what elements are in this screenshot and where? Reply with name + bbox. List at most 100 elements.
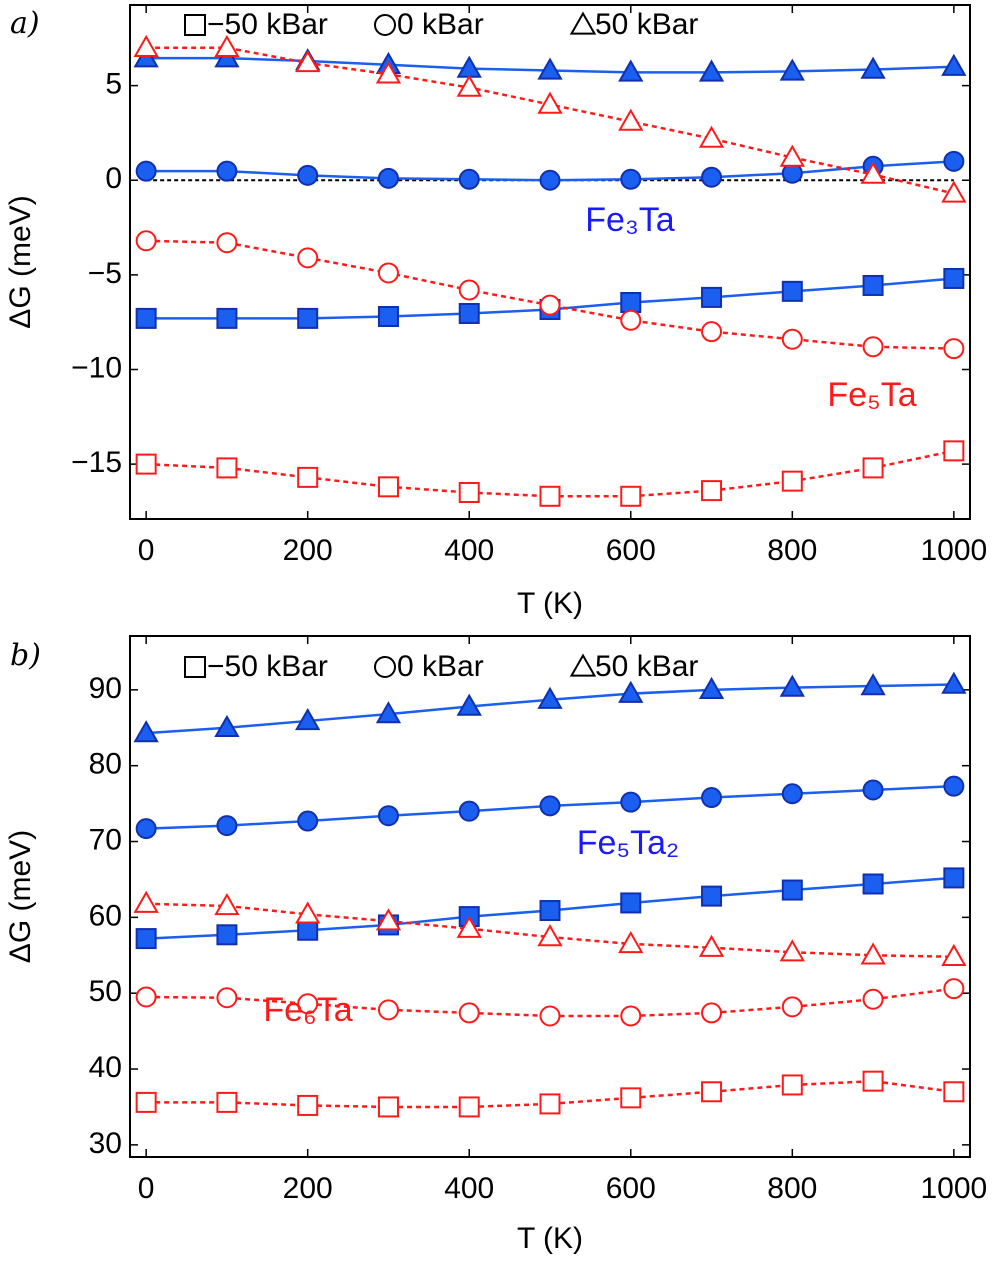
- data-point: [458, 168, 480, 190]
- data-point: [698, 934, 725, 957]
- data-point: [295, 901, 321, 924]
- data-point: [377, 167, 399, 189]
- data-point: [941, 671, 967, 694]
- legend-marker: [184, 14, 206, 36]
- data-point: [698, 676, 725, 700]
- data-point: [943, 338, 965, 360]
- legend-marker: [374, 656, 396, 678]
- legend-marker: [374, 14, 396, 36]
- data-point: [781, 783, 803, 805]
- data-point: [539, 1093, 561, 1115]
- data-point: [458, 279, 480, 301]
- data-point: [618, 108, 644, 131]
- data-point: [216, 232, 238, 254]
- legend-label: 0 kBar: [397, 650, 484, 683]
- data-point: [377, 1096, 399, 1118]
- data-point: [135, 230, 157, 252]
- data-point: [133, 720, 159, 743]
- legend-marker: [569, 11, 597, 35]
- y-axis-label: ΔG (meV): [4, 195, 37, 328]
- data-point: [620, 791, 642, 813]
- x-tick-label: 800: [767, 1172, 817, 1205]
- data-point: [539, 1005, 561, 1027]
- data-point: [297, 1094, 319, 1116]
- data-point: [941, 180, 967, 203]
- x-tick-label: 0: [138, 1172, 155, 1205]
- data-point: [781, 879, 803, 901]
- data-point: [297, 247, 319, 269]
- data-point: [781, 280, 803, 302]
- legend-label: −50 kBar: [207, 650, 328, 683]
- data-point: [860, 942, 886, 965]
- y-tick-label: 80: [89, 748, 122, 781]
- data-point: [618, 59, 644, 82]
- data-point: [701, 885, 723, 907]
- data-point: [620, 485, 642, 507]
- data-point: [943, 775, 965, 797]
- plot-frame: [129, 4, 971, 520]
- legend-label: 50 kBar: [595, 650, 698, 683]
- data-point: [135, 818, 157, 840]
- data-point: [701, 286, 723, 308]
- data-point: [620, 168, 642, 190]
- data-point: [214, 893, 240, 916]
- data-point: [133, 890, 159, 913]
- data-point: [781, 470, 803, 492]
- x-tick-label: 1000: [920, 534, 987, 567]
- data-point: [943, 267, 965, 289]
- y-tick-label: 30: [89, 1127, 122, 1160]
- data-point: [135, 307, 157, 329]
- data-point: [377, 306, 399, 328]
- data-point: [943, 150, 965, 172]
- data-point: [701, 787, 723, 809]
- data-point: [862, 1070, 884, 1092]
- data-point: [297, 307, 319, 329]
- data-point: [135, 453, 157, 475]
- data-point: [135, 986, 157, 1008]
- data-point: [943, 978, 965, 1000]
- y-tick-label: 60: [89, 899, 122, 932]
- data-point: [377, 476, 399, 498]
- data-point: [862, 336, 884, 358]
- data-point: [297, 164, 319, 186]
- panel-label: b): [10, 638, 41, 673]
- data-point: [458, 302, 480, 324]
- data-point: [214, 34, 240, 57]
- data-point: [297, 993, 319, 1015]
- data-point: [620, 1087, 642, 1109]
- data-point: [701, 480, 723, 502]
- data-point: [135, 928, 157, 950]
- data-point: [620, 1005, 642, 1027]
- data-point: [539, 294, 561, 316]
- y-tick-label: 50: [89, 975, 122, 1008]
- data-point: [537, 924, 563, 947]
- data-point: [458, 800, 480, 822]
- y-tick-label: 0: [105, 162, 122, 195]
- data-point: [620, 309, 642, 331]
- x-tick-label: 200: [283, 534, 333, 567]
- data-point: [779, 58, 805, 81]
- data-point: [216, 1091, 238, 1113]
- data-point: [375, 61, 402, 84]
- data-point: [458, 482, 480, 504]
- data-point: [618, 680, 644, 703]
- data-point: [860, 56, 886, 79]
- data-point: [297, 466, 319, 488]
- x-tick-label: 400: [444, 1172, 494, 1205]
- data-point: [860, 673, 886, 696]
- legend-marker: [569, 653, 597, 677]
- data-point: [295, 49, 321, 73]
- data-point: [377, 262, 399, 284]
- data-point: [456, 74, 482, 97]
- data-point: [216, 924, 238, 946]
- y-tick-label: −15: [71, 446, 122, 479]
- data-point: [941, 943, 967, 966]
- data-point: [133, 34, 159, 57]
- data-point: [779, 939, 805, 962]
- x-tick-label: 0: [138, 534, 155, 567]
- data-point: [781, 328, 803, 350]
- legend-label: −50 kBar: [207, 8, 328, 41]
- annotation: Fe₅Ta₂: [577, 824, 679, 862]
- data-point: [458, 1002, 480, 1024]
- x-tick-label: 600: [606, 534, 656, 567]
